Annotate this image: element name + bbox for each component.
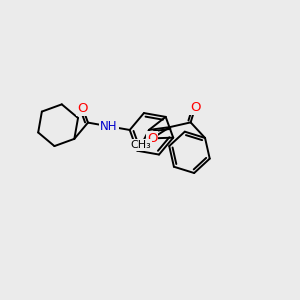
Text: O: O bbox=[77, 102, 88, 115]
Text: CH₃: CH₃ bbox=[131, 140, 152, 150]
Text: O: O bbox=[190, 101, 200, 114]
Text: O: O bbox=[147, 132, 157, 145]
Text: NH: NH bbox=[100, 120, 118, 133]
